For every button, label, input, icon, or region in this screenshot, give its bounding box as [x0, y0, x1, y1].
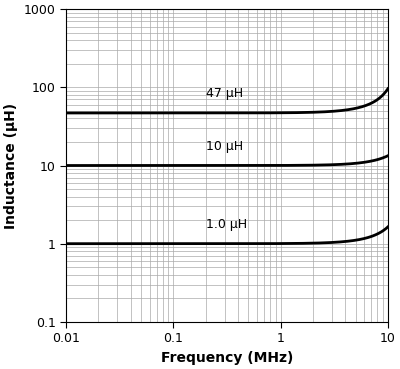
Text: 47 μH: 47 μH — [206, 87, 243, 100]
Y-axis label: Inductance (μH): Inductance (μH) — [4, 103, 18, 228]
Text: 10 μH: 10 μH — [206, 140, 243, 153]
X-axis label: Frequency (MHz): Frequency (MHz) — [161, 351, 293, 365]
Text: 1.0 μH: 1.0 μH — [206, 218, 247, 231]
